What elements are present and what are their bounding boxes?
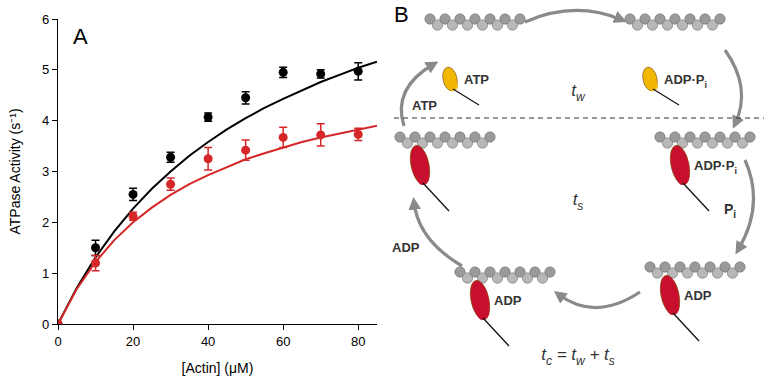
svg-text:6: 6 [42, 12, 49, 27]
svg-text:ADP: ADP [684, 288, 712, 303]
svg-text:0: 0 [42, 317, 49, 332]
svg-text:1: 1 [42, 266, 49, 281]
svg-text:20: 20 [126, 334, 140, 349]
svg-text:ATP: ATP [464, 72, 489, 87]
svg-text:tw​: tw​ [571, 81, 586, 104]
svg-text:ATPase Activity (s⁻¹): ATPase Activity (s⁻¹) [7, 108, 23, 234]
svg-text:ts​: ts​ [573, 190, 584, 213]
svg-text:2: 2 [42, 215, 49, 230]
svg-text:A: A [73, 24, 88, 49]
svg-text:80: 80 [351, 334, 365, 349]
svg-text:5: 5 [42, 62, 49, 77]
svg-text:B: B [394, 2, 409, 27]
svg-text:60: 60 [276, 334, 290, 349]
svg-text:ATP: ATP [412, 98, 437, 113]
svg-text:ADP·Pi​: ADP·Pi​ [664, 72, 707, 90]
svg-text:3: 3 [42, 164, 49, 179]
svg-text:40: 40 [201, 334, 215, 349]
svg-text:ADP: ADP [392, 240, 420, 255]
svg-text:[Actin] (μM): [Actin] (μM) [182, 360, 254, 376]
svg-text:Pi​: Pi​ [724, 201, 736, 220]
svg-text:ADP: ADP [494, 293, 522, 308]
svg-text:tc​ = tw​ + ts​: tc​ = tw​ + ts​ [541, 345, 615, 368]
svg-text:4: 4 [42, 113, 49, 128]
svg-text:ADP·Pi​: ADP·Pi​ [694, 158, 737, 176]
svg-text:0: 0 [54, 334, 61, 349]
